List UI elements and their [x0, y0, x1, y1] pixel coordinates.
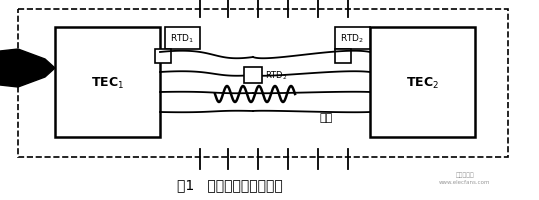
Bar [55, 28, 160, 137]
Text: 图1   温度场调谐方案原理: 图1 温度场调谐方案原理 [177, 177, 283, 191]
Bar [18, 10, 508, 157]
Text: RTD$_1$: RTD$_1$ [170, 33, 195, 45]
Bar [155, 50, 171, 64]
Polygon shape [0, 50, 55, 88]
Text: RTD$_2$: RTD$_2$ [341, 33, 364, 45]
Text: 接地: 接地 [320, 112, 333, 122]
Bar [335, 50, 351, 64]
Text: RTD$_2$: RTD$_2$ [265, 69, 288, 82]
Text: www.elecfans.com: www.elecfans.com [439, 179, 490, 184]
Text: TEC$_2$: TEC$_2$ [406, 75, 439, 90]
Bar [370, 28, 475, 137]
Bar [244, 68, 262, 84]
Text: TEC$_1$: TEC$_1$ [91, 75, 124, 90]
Bar [165, 28, 200, 50]
Text: 电子发烧友: 电子发烧友 [455, 172, 474, 177]
Bar [335, 28, 370, 50]
